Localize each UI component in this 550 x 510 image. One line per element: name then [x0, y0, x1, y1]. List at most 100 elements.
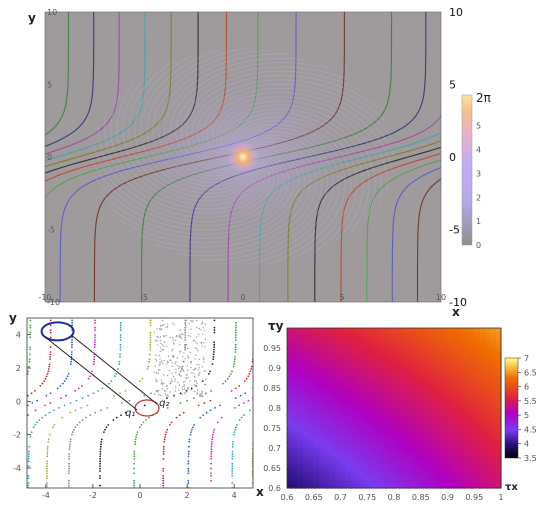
- heatmap-cell: [463, 408, 470, 413]
- scatter-point: [184, 334, 187, 336]
- scatter-point: [158, 354, 161, 357]
- heatmap-cell: [329, 416, 336, 421]
- heatmap-cell: [442, 420, 449, 425]
- scatter-point: [210, 443, 213, 446]
- heatmap-cell: [394, 356, 400, 361]
- heatmap-cell: [308, 472, 315, 477]
- heatmap-cell: [474, 344, 481, 349]
- heatmap-cell: [313, 448, 320, 453]
- heatmap-cell: [303, 360, 309, 365]
- scatter-point: [231, 458, 234, 460]
- heatmap-cell: [474, 412, 481, 417]
- heatmap-cell: [442, 444, 449, 449]
- scatter-point: [167, 361, 169, 363]
- scatter-point: [13, 446, 15, 448]
- scatter-point: [3, 409, 5, 411]
- heatmap-cell: [410, 416, 416, 421]
- heatmap-cell: [351, 360, 358, 365]
- scatter-point: [161, 344, 163, 346]
- bl-x-tick-label: -2: [89, 491, 97, 500]
- scatter-point: [182, 333, 184, 336]
- heatmap-cell: [361, 468, 368, 473]
- heatmap-cell: [351, 412, 358, 417]
- heatmap-cell: [356, 360, 363, 365]
- heatmap-cell: [404, 456, 411, 461]
- scatter-point: [107, 424, 110, 426]
- scatter-point: [1, 431, 3, 433]
- heatmap-cell: [463, 384, 470, 389]
- scatter-point: [49, 336, 52, 339]
- heatmap-cell: [297, 440, 304, 445]
- heatmap-cell: [367, 348, 374, 353]
- heatmap-cell: [410, 424, 416, 429]
- heatmap-cell: [329, 340, 336, 345]
- scatter-point: [8, 366, 10, 368]
- heatmap-cell: [458, 484, 465, 489]
- scatter-point: [69, 411, 72, 414]
- contour-curve: [340, 152, 441, 302]
- heatmap-cell: [383, 472, 390, 477]
- heatmap-cell: [404, 368, 411, 373]
- top-x-tick-label: -5: [140, 293, 148, 302]
- scatter-point: [156, 340, 158, 342]
- annotation-q2: q₂: [159, 398, 169, 409]
- heatmap-cell: [319, 484, 326, 489]
- scatter-point: [149, 343, 152, 346]
- heatmap-cell: [410, 420, 416, 425]
- heatmap-cell: [452, 428, 459, 433]
- heatmap-cell: [431, 368, 438, 373]
- heatmap-cell: [479, 436, 486, 441]
- scatter-point: [162, 448, 165, 450]
- scatter-point: [182, 411, 185, 414]
- scatter-point: [177, 367, 180, 369]
- scatter-point: [210, 450, 213, 453]
- heatmap-cell: [345, 364, 352, 369]
- scatter-point: [36, 399, 38, 402]
- scatter-point: [175, 371, 177, 374]
- br-y-tick-label: 0.8: [268, 404, 281, 413]
- heatmap-cell: [372, 468, 379, 473]
- heatmap-cell: [345, 404, 352, 409]
- heatmap-cell: [303, 344, 309, 349]
- top-colorbar-max-label: 2π: [476, 91, 491, 105]
- heatmap-cell: [324, 456, 331, 461]
- scatter-point: [93, 360, 95, 363]
- heatmap-cell: [329, 412, 336, 417]
- heatmap-cell: [399, 400, 406, 405]
- heatmap-cell: [452, 392, 459, 397]
- heatmap-cell: [431, 360, 438, 365]
- heatmap-cell: [340, 396, 347, 401]
- scatter-point: [186, 387, 189, 389]
- scatter-point: [194, 380, 196, 382]
- heatmap-cell: [345, 344, 352, 349]
- heatmap-cell: [479, 384, 486, 389]
- scatter-point: [179, 402, 182, 404]
- heatmap-cell: [292, 356, 299, 361]
- heatmap-cell: [394, 448, 400, 453]
- heatmap-cell: [383, 444, 390, 449]
- heatmap-cell: [308, 468, 315, 473]
- scatter-point: [231, 445, 234, 448]
- scatter-point: [185, 374, 187, 376]
- heatmap-cell: [292, 396, 299, 401]
- scatter-point: [186, 365, 188, 367]
- heatmap-cell: [319, 452, 326, 457]
- scatter-point: [45, 375, 48, 378]
- heatmap-cell: [394, 340, 400, 345]
- heatmap-cell: [436, 344, 443, 349]
- heatmap-cell: [329, 376, 336, 381]
- heatmap-cell: [388, 452, 395, 457]
- scatter-point: [234, 397, 237, 399]
- heatmap-cell: [436, 368, 443, 373]
- heatmap-cell: [410, 332, 416, 337]
- heatmap-cell: [297, 380, 304, 385]
- heatmap-cell: [490, 364, 497, 369]
- heatmap-cell: [436, 380, 443, 385]
- scatter-point: [196, 343, 198, 345]
- heatmap-cell: [420, 352, 427, 357]
- heatmap-cell: [297, 356, 304, 361]
- heatmap-cell: [367, 332, 374, 337]
- heatmap-cell: [431, 408, 438, 413]
- heatmap-cell: [420, 360, 427, 365]
- heatmap-cell: [404, 420, 411, 425]
